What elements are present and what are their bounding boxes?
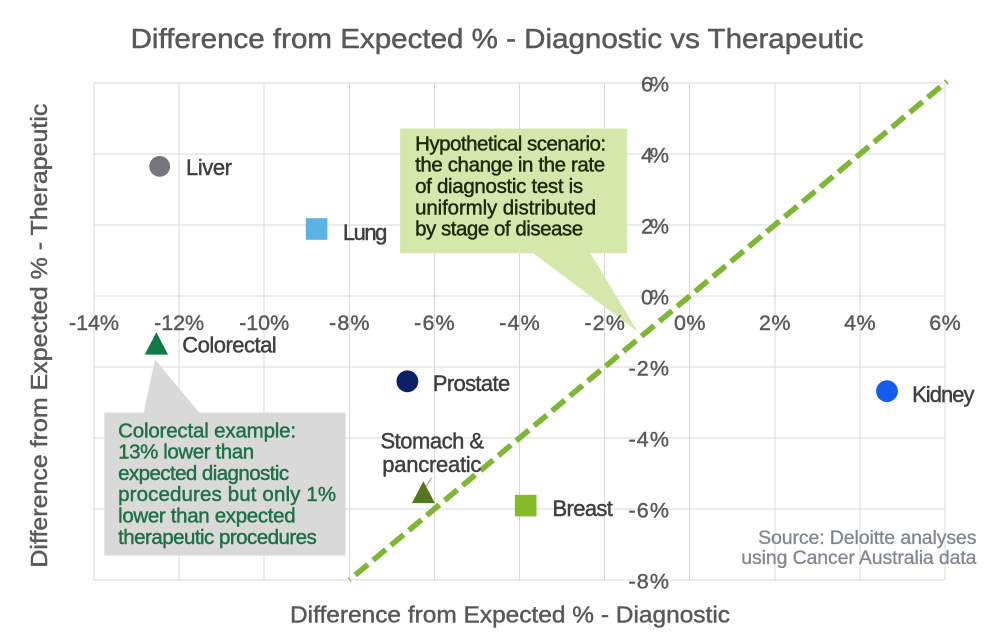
svg-text:of diagnostic test is: of diagnostic test is xyxy=(415,175,583,198)
svg-text:Prostate: Prostate xyxy=(433,371,510,396)
svg-text:13% lower than: 13% lower than xyxy=(118,441,254,464)
svg-text:2%: 2% xyxy=(641,215,669,239)
svg-text:Colorectal example:: Colorectal example: xyxy=(118,419,296,442)
svg-text:uniformly distributed: uniformly distributed xyxy=(415,196,596,219)
svg-text:procedures but only 1%: procedures but only 1% xyxy=(118,483,336,506)
svg-text:-6%: -6% xyxy=(629,499,670,523)
svg-text:Lung: Lung xyxy=(343,220,388,245)
svg-text:-6%: -6% xyxy=(414,311,455,335)
svg-text:-4%: -4% xyxy=(629,428,670,452)
svg-text:4%: 4% xyxy=(641,144,669,168)
svg-text:pancreatic: pancreatic xyxy=(382,452,481,477)
svg-text:Liver: Liver xyxy=(186,155,232,180)
svg-text:-2%: -2% xyxy=(629,357,670,381)
svg-text:the change in the rate: the change in the rate xyxy=(415,154,605,177)
svg-text:therapeutic procedures: therapeutic procedures xyxy=(118,526,317,549)
svg-text:-4%: -4% xyxy=(499,311,540,335)
svg-text:by stage of disease: by stage of disease xyxy=(415,218,583,241)
svg-text:-8%: -8% xyxy=(629,570,670,594)
svg-text:6%: 6% xyxy=(641,73,669,97)
svg-text:4%: 4% xyxy=(844,311,876,335)
svg-text:lower than expected: lower than expected xyxy=(118,505,296,528)
svg-text:Difference from Expected % - D: Difference from Expected % - Diagnostic … xyxy=(131,23,864,54)
svg-text:Source: Deloitte analyses: Source: Deloitte analyses xyxy=(758,527,977,549)
svg-text:Stomach &: Stomach & xyxy=(381,429,485,454)
svg-text:2%: 2% xyxy=(759,311,791,335)
svg-text:Difference from Expected % - D: Difference from Expected % - Diagnostic xyxy=(290,602,730,628)
svg-text:0%: 0% xyxy=(641,286,669,310)
svg-text:Difference from Expected % - T: Difference from Expected % - Therapeutic xyxy=(26,104,52,568)
svg-text:-12%: -12% xyxy=(154,311,204,335)
svg-text:using Cancer Australia data: using Cancer Australia data xyxy=(741,547,976,569)
svg-text:Kidney: Kidney xyxy=(912,382,974,407)
svg-text:-8%: -8% xyxy=(329,311,370,335)
svg-text:-2%: -2% xyxy=(584,311,625,335)
svg-text:expected diagnostic: expected diagnostic xyxy=(118,462,289,485)
svg-text:0%: 0% xyxy=(674,311,706,335)
svg-text:Colorectal: Colorectal xyxy=(182,333,276,358)
svg-text:Hypothetical scenario:: Hypothetical scenario: xyxy=(415,132,606,155)
svg-text:-10%: -10% xyxy=(239,311,289,335)
svg-text:Breast: Breast xyxy=(553,496,613,521)
svg-text:6%: 6% xyxy=(929,311,961,335)
svg-text:-14%: -14% xyxy=(69,311,119,335)
